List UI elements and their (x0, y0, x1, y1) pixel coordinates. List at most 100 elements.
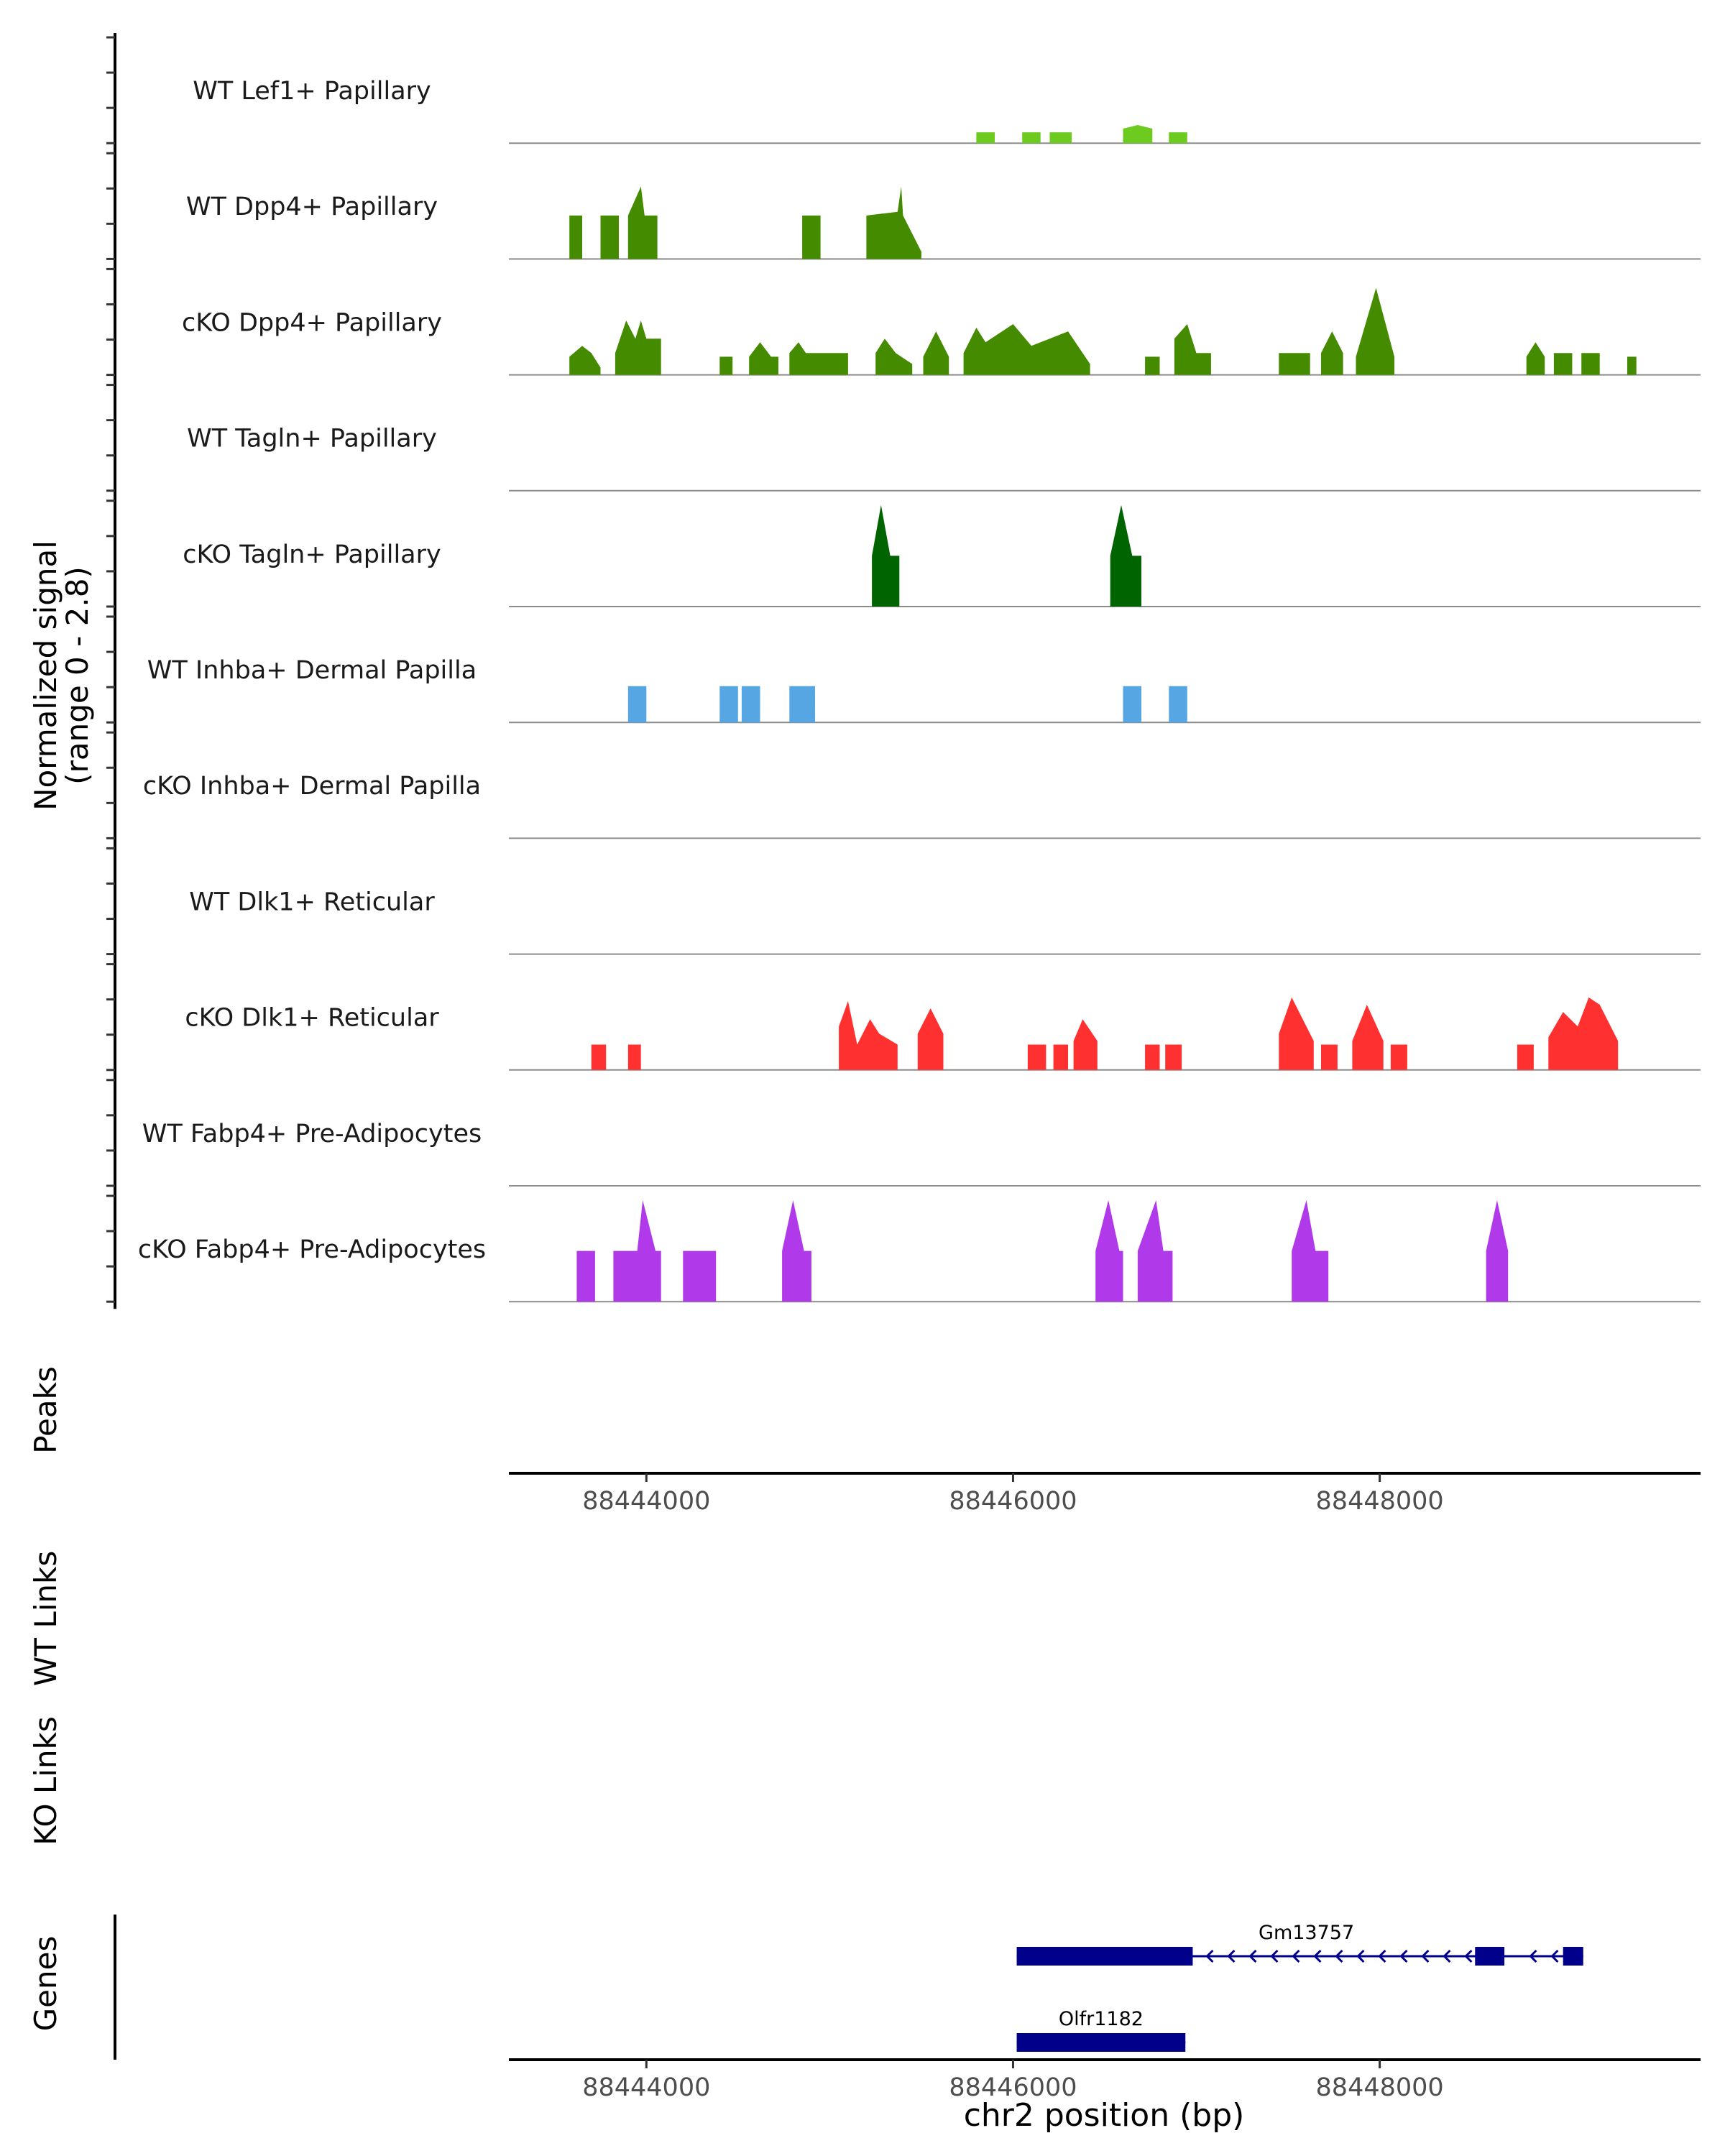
strand-arrow (1529, 1949, 1537, 1963)
track-label: WT Dlk1+ Reticular (189, 888, 435, 916)
strand-arrow (1443, 1949, 1451, 1963)
signal-area (569, 215, 582, 259)
x-axis-title: chr2 position (bp) (964, 2097, 1245, 2134)
track-label: cKO Inhba+ Dermal Papilla (143, 772, 481, 801)
gene-exon (1016, 1947, 1193, 1966)
y-axis-title-line2: (range 0 - 2.8) (60, 566, 95, 785)
strand-arrow (1421, 1949, 1430, 1963)
signal-area (802, 215, 821, 259)
signal-area (591, 1044, 607, 1070)
strand-arrow (1399, 1949, 1408, 1963)
x-tick-label: 88448000 (1316, 1487, 1444, 1516)
signal-area (789, 342, 848, 375)
signal-area (1526, 342, 1545, 375)
signal-area (1095, 1200, 1123, 1302)
signal-area (976, 132, 995, 144)
signal-area (866, 186, 921, 259)
x-tick-label: 88444000 (582, 2073, 710, 2102)
signal-area (569, 346, 601, 375)
signal-area (1123, 686, 1141, 723)
strand-arrow (1335, 1949, 1343, 1963)
signal-area (1352, 1005, 1384, 1070)
wt-links-label: WT Links (28, 1551, 63, 1686)
signal-area (923, 331, 949, 375)
signal-area (719, 686, 738, 723)
signal-area (1169, 132, 1187, 144)
gene-name: Olfr1182 (1059, 2008, 1144, 2030)
signal-area (627, 186, 658, 259)
y-axis-title-line1: Normalized signal (28, 540, 63, 811)
peaks-label: Peaks (28, 1366, 63, 1454)
genes-x-axis: 88444000 88446000 88448000 (509, 2058, 1701, 2102)
strand-arrow (1550, 1949, 1559, 1963)
signal-area (875, 338, 913, 375)
signal-area (1553, 353, 1573, 375)
strand-arrow (1227, 1949, 1236, 1963)
signal-area (872, 505, 900, 607)
signal-area (1627, 356, 1637, 375)
peaks-x-axis: 88444000 88446000 88448000 (509, 1472, 1701, 1516)
signal-area (1548, 997, 1619, 1070)
signal-area (839, 1001, 898, 1070)
signal-area (749, 342, 778, 375)
strand-arrow (1270, 1949, 1279, 1963)
signal-area (615, 321, 661, 375)
strand-arrow (1248, 1949, 1257, 1963)
track-label: WT Dpp4+ Papillary (186, 193, 438, 221)
signal-area (1174, 324, 1211, 375)
signal-area (1390, 1044, 1407, 1070)
x-tick-label: 88446000 (949, 2073, 1077, 2102)
signal-area (1053, 1044, 1068, 1070)
x-tick-label: 88444000 (582, 1487, 710, 1516)
track-label: cKO Dpp4+ Papillary (182, 308, 442, 337)
signal-area (1292, 1200, 1329, 1302)
signal-area (627, 686, 647, 723)
signal-tracks: WT Lef1+ Papillary WT Dpp4+ Papillary cKO … (106, 33, 1701, 1309)
signal-area (1169, 686, 1187, 723)
x-tick-label: 88448000 (1316, 2073, 1444, 2102)
gene-exon (1563, 1947, 1583, 1966)
signal-area (1145, 1044, 1160, 1070)
signal-area (1321, 331, 1343, 375)
genes-label: Genes (28, 1936, 63, 2032)
track-label: WT Tagln+ Papillary (187, 425, 437, 453)
gene-exon (1016, 2033, 1186, 2052)
track-label: cKO Tagln+ Papillary (183, 540, 441, 569)
signal-area (600, 215, 619, 259)
strand-arrow (1356, 1949, 1365, 1963)
signal-area (1321, 1044, 1338, 1070)
signal-area (719, 356, 733, 375)
strand-arrow (1464, 1949, 1473, 1963)
strand-arrow (1313, 1949, 1322, 1963)
signal-area (1073, 1019, 1098, 1070)
signal-area (741, 686, 760, 723)
signal-area (1165, 1044, 1182, 1070)
ko-links-label: KO Links (28, 1716, 63, 1846)
signal-area (1145, 356, 1160, 375)
strand-arrow (1378, 1949, 1386, 1963)
signal-area (1123, 125, 1153, 144)
signal-area (683, 1250, 717, 1302)
gene-panel: Gm13757 Olfr1182 (114, 1915, 1583, 2060)
signal-area (963, 324, 1090, 375)
strand-arrow (1205, 1949, 1214, 1963)
signal-area (1356, 287, 1394, 375)
signal-area (627, 1044, 641, 1070)
signal-area (1027, 1044, 1046, 1070)
signal-area (1022, 132, 1041, 144)
signal-area (789, 686, 815, 723)
signal-area (917, 1008, 944, 1070)
signal-area (1581, 353, 1600, 375)
signal-area (613, 1200, 661, 1302)
gene-name: Gm13757 (1259, 1922, 1354, 1944)
signal-area (1137, 1200, 1173, 1302)
signal-area (1486, 1200, 1509, 1302)
signal-area (782, 1200, 811, 1302)
gene-exon (1475, 1947, 1505, 1966)
track-label: WT Fabp4+ Pre-Adipocytes (142, 1120, 482, 1148)
track-label: WT Lef1+ Papillary (193, 77, 431, 106)
strand-arrow (1292, 1949, 1300, 1963)
signal-area (576, 1250, 595, 1302)
track-label: WT Inhba+ Dermal Papilla (147, 656, 477, 685)
